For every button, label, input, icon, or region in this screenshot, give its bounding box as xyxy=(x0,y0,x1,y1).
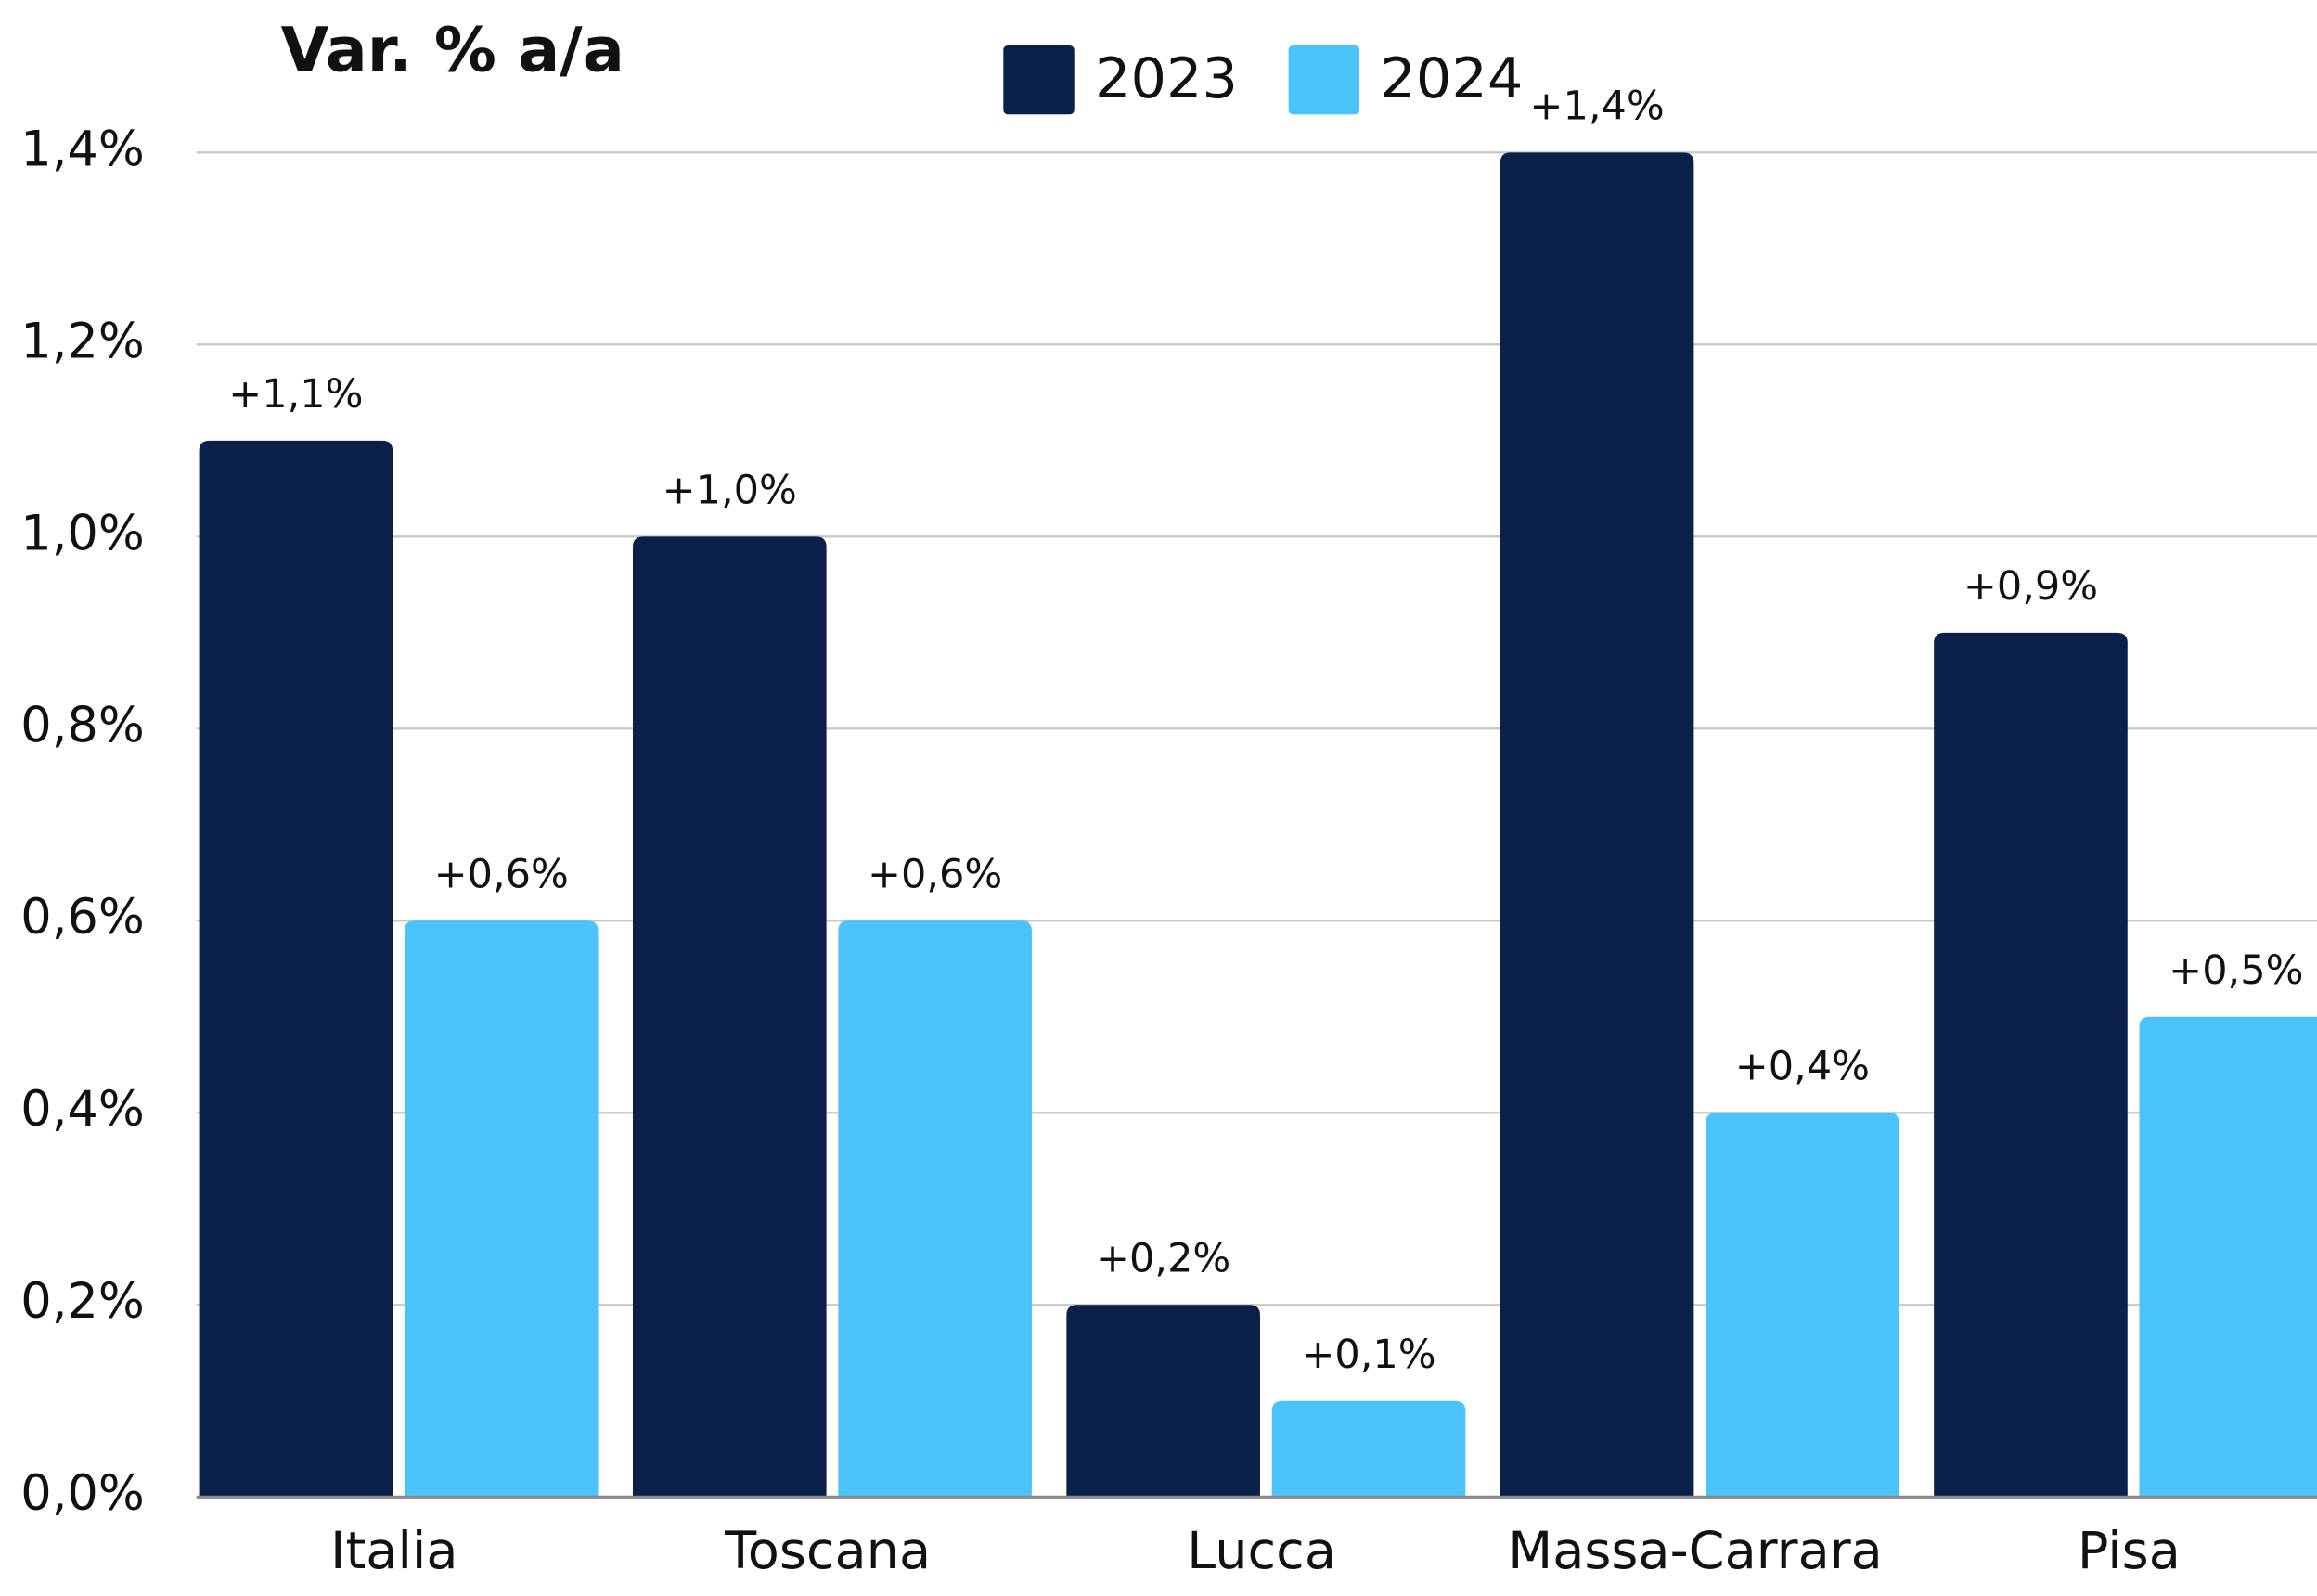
data-label: +0,6% xyxy=(868,852,1002,898)
x-tick-label: Massa-Carrara xyxy=(1508,1521,1883,1581)
x-tick-label: Italia xyxy=(330,1521,458,1581)
data-label: +0,2% xyxy=(1096,1236,1230,1282)
x-tick-label: Lucca xyxy=(1187,1521,1336,1581)
y-tick-label: 0,6% xyxy=(20,889,144,946)
bar xyxy=(2139,1016,2317,1498)
chart-title: Var. % a/a xyxy=(281,14,624,86)
bar xyxy=(1500,152,1694,1498)
x-tick-label: Pisa xyxy=(2078,1521,2181,1581)
y-tick-label: 1,2% xyxy=(20,313,144,369)
y-tick-label: 0,0% xyxy=(20,1465,144,1522)
y-tick-label: 1,0% xyxy=(20,505,144,561)
data-label: +0,5% xyxy=(2169,947,2303,994)
data-label: +0,4% xyxy=(1735,1044,1870,1090)
bar xyxy=(1066,1305,1260,1498)
bar xyxy=(838,920,1032,1498)
legend-label: 2023 xyxy=(1095,46,1238,111)
data-label: +1,0% xyxy=(663,468,797,514)
data-label: +1,1% xyxy=(228,371,363,418)
legend-label: 2024 xyxy=(1380,46,1523,111)
x-tick-label: Toscana xyxy=(724,1521,931,1581)
legend-swatch xyxy=(1003,45,1075,115)
data-label: +1,4% xyxy=(1529,84,1664,130)
y-tick-label: 0,8% xyxy=(20,697,144,753)
data-label: +0,9% xyxy=(1963,563,2098,610)
y-tick-label: 1,4% xyxy=(20,121,144,177)
bar xyxy=(404,920,599,1498)
y-tick-label: 0,2% xyxy=(20,1273,144,1330)
data-label: +0,1% xyxy=(1301,1332,1435,1378)
bar xyxy=(632,536,827,1498)
y-tick-label: 0,4% xyxy=(20,1081,144,1138)
bar xyxy=(199,440,393,1498)
bar xyxy=(1706,1113,1899,1498)
bar xyxy=(1934,632,2128,1498)
bar xyxy=(1271,1400,1466,1498)
legend-swatch xyxy=(1288,45,1360,115)
data-label: +0,6% xyxy=(434,852,569,898)
